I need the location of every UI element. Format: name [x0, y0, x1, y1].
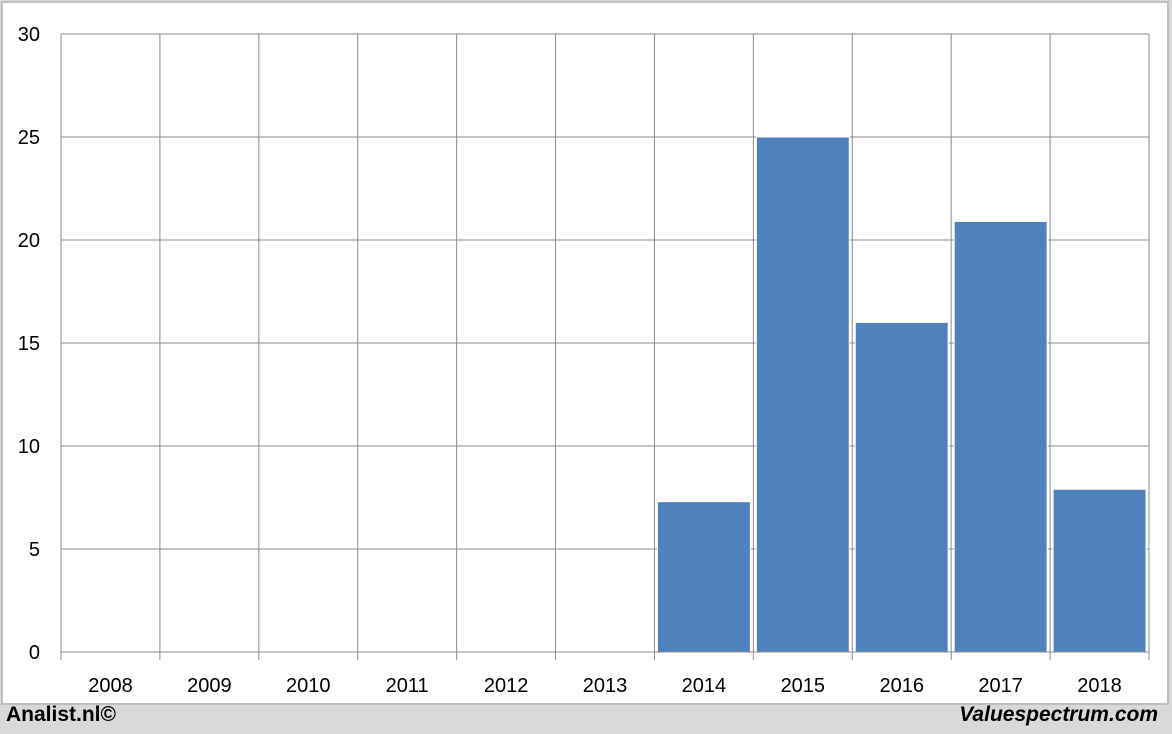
bar-2017 [953, 220, 1048, 653]
x-tick-label: 2009 [187, 675, 232, 697]
footer-right-brand: Valuespectrum.com [959, 703, 1158, 726]
x-tick-label: 2015 [781, 675, 826, 697]
x-tick-label: 2013 [583, 675, 628, 697]
bar-2014 [656, 501, 751, 653]
y-tick-label: 15 [18, 333, 40, 355]
tick-labels: 0 5 10 15 20 25 30 2008 2009 2010 2011 2012 2013 2014… [18, 24, 1122, 697]
x-tick-label: 2008 [88, 675, 133, 697]
y-tick-label: 0 [29, 642, 40, 664]
x-tick-label: 2010 [286, 675, 331, 697]
bar-2016 [854, 321, 949, 653]
x-tick-label: 2018 [1077, 675, 1122, 697]
bar-2015 [755, 136, 850, 653]
x-tick-label: 2016 [879, 675, 924, 697]
footer-left-brand: Analist.nl© [6, 703, 116, 726]
y-tick-label: 5 [29, 539, 40, 561]
x-tick-label: 2011 [386, 675, 429, 697]
x-tick-label: 2017 [978, 675, 1023, 697]
y-tick-label: 20 [18, 230, 40, 252]
axes [60, 34, 1149, 653]
x-tick-label: 2012 [484, 675, 529, 697]
y-tick-label: 10 [18, 436, 40, 458]
y-tick-label: 25 [18, 127, 40, 149]
x-tick-label: 2014 [682, 675, 727, 697]
y-tick-label: 30 [18, 24, 40, 46]
bar-2018 [1052, 488, 1147, 653]
bars [656, 136, 1147, 653]
